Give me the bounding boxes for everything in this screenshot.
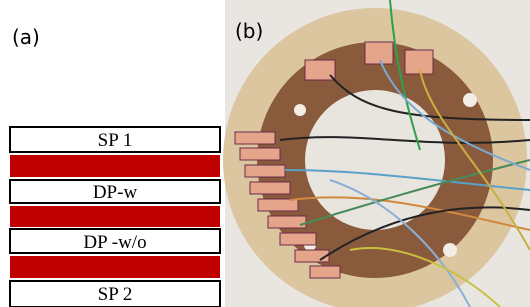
layer-label: DP-w <box>93 182 138 203</box>
panel-b-photo: (b) <box>223 0 530 307</box>
center-hole <box>305 90 445 230</box>
layer-label: SP 2 <box>98 284 133 305</box>
panel-label: (b) <box>235 19 263 43</box>
separator <box>10 256 220 278</box>
panel-label: (a) <box>12 25 40 49</box>
layer-label: SP 1 <box>98 130 133 151</box>
separator <box>10 206 220 227</box>
panel-a: (a) SP 1 DP-w DP -w/o SP 2 <box>10 25 220 307</box>
separator <box>10 155 220 177</box>
layer-label: DP -w/o <box>83 232 146 253</box>
figure: (a) SP 1 DP-w DP -w/o SP 2 <box>0 0 530 307</box>
